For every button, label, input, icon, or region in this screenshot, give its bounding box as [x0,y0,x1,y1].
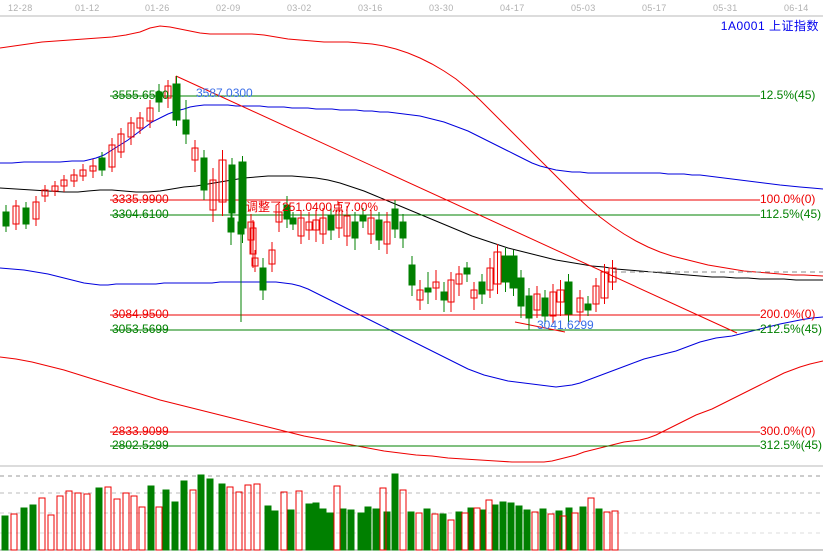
level-price-label: 3304.6100 [112,207,169,221]
level-price-label: 3053.5699 [112,322,169,336]
axis-date-label: 01-12 [75,3,100,13]
axis-date-label: 03-02 [287,3,312,13]
trough-connector-line [514,321,566,333]
axis-date-label: 03-30 [429,3,454,13]
mid-ma-line [0,175,823,281]
adjustment-annotation: 调整了251.0400点7.00% [246,200,379,214]
axis-date-label: 05-17 [642,3,667,13]
level-pct-label: 212.5%(45) [760,322,823,336]
level-price-label: 3555.6500 [112,88,169,102]
lower-band-line [0,267,823,388]
axis-date-label: 05-03 [571,3,596,13]
volume-bar-series [1,473,619,551]
ticker-label: 1A0001 上证指数 [720,19,819,33]
trough-price-label: 3041.6299 [537,318,594,332]
axis-date-label: 06-14 [784,3,809,13]
blue-ma-line [0,104,823,190]
axis-date-label: 05-31 [713,3,738,13]
axis-date-label: 01-26 [145,3,170,13]
level-price-label: 2833.9099 [112,424,169,438]
level-pct-label: 112.5%(45) [760,207,822,221]
level-price-label: 3084.9500 [112,307,169,321]
peak-price-label: 3587.0300 [196,86,253,100]
downtrend-line [175,75,738,334]
axis-date-label: 04-17 [500,3,525,13]
level-pct-label: 100.0%(0) [760,192,816,206]
level-pct-label: 200.0%(0) [760,307,816,321]
axis-date-label: 02-09 [216,3,241,13]
level-pct-label: 300.0%(0) [760,424,816,438]
level-pct-label: 12.5%(45) [760,88,816,102]
candlestick-series [2,76,617,330]
axis-date-label: 12-28 [8,3,33,13]
upper-band-line [0,25,823,277]
level-price-label: 2802.5299 [112,438,169,452]
level-pct-label: 312.5%(45) [760,438,823,452]
axis-date-label: 03-16 [358,3,383,13]
lower-red-band-line [0,356,823,463]
level-price-label: 3335.9900 [112,192,169,206]
